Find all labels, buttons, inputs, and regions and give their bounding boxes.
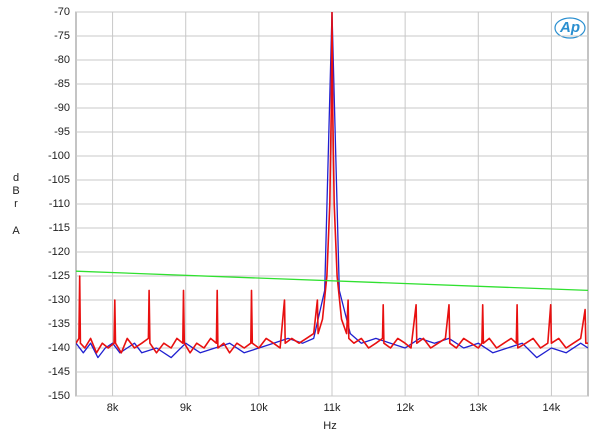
y-tick-label: -85 bbox=[54, 78, 70, 90]
y-tick-label: -140 bbox=[48, 342, 70, 354]
x-tick-label: 9k bbox=[180, 402, 192, 414]
x-tick-label: 14k bbox=[543, 402, 561, 414]
y-tick-label: -70 bbox=[54, 6, 70, 18]
y-tick-label: -130 bbox=[48, 294, 70, 306]
x-axis-label: Hz bbox=[323, 420, 336, 432]
x-tick-label: 13k bbox=[469, 402, 487, 414]
y-tick-label: -145 bbox=[48, 366, 70, 378]
x-tick-label: 12k bbox=[396, 402, 414, 414]
y-tick-label: -150 bbox=[48, 390, 70, 402]
y-tick-label: -105 bbox=[48, 174, 70, 186]
y-tick-label: -100 bbox=[48, 150, 70, 162]
y-tick-label: -135 bbox=[48, 318, 70, 330]
series-line bbox=[76, 12, 588, 354]
y-tick-label: -90 bbox=[54, 102, 70, 114]
y-tick-label: -115 bbox=[49, 222, 70, 234]
y-axis-label: A bbox=[12, 225, 20, 237]
y-tick-label: -120 bbox=[48, 246, 70, 258]
logo-ring bbox=[554, 17, 586, 39]
x-tick-label: 8k bbox=[107, 402, 119, 414]
x-tick-label: 11k bbox=[324, 402, 341, 414]
plot-lines bbox=[76, 12, 588, 359]
y-tick-label: -75 bbox=[54, 30, 70, 42]
y-tick-label: -110 bbox=[49, 198, 70, 210]
series-line bbox=[76, 12, 588, 359]
logo: Ap bbox=[559, 19, 580, 36]
y-tick-label: -80 bbox=[54, 54, 70, 66]
y-tick-label: -125 bbox=[48, 270, 70, 282]
y-tick-label: -95 bbox=[54, 126, 70, 138]
series-line bbox=[76, 270, 588, 292]
x-tick-label: 10k bbox=[250, 402, 268, 414]
